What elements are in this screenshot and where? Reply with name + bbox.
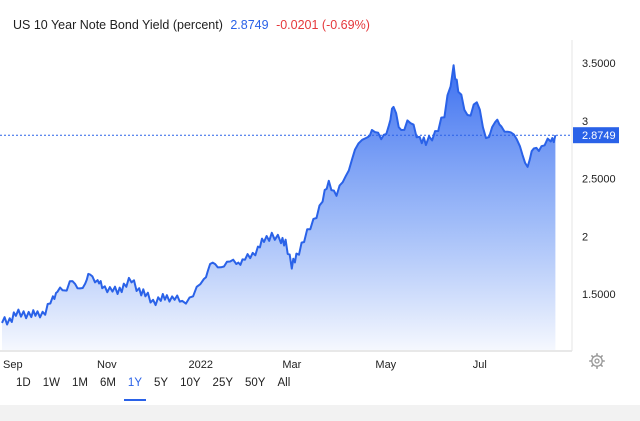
last-value: 2.8749 (230, 18, 269, 32)
y-tick-label: 3 (582, 116, 588, 128)
x-tick-label: Sep (3, 359, 23, 371)
chart-title: US 10 Year Note Bond Yield (percent) (13, 18, 223, 32)
range-selector: 1D 1W 1M 6M 1Y 5Y 10Y 25Y 50Y All (10, 373, 296, 401)
last-value-badge (573, 127, 619, 144)
range-button-1d[interactable]: 1D (16, 377, 31, 389)
yield-chart[interactable]: 1.5000 2 2.5000 3 3.5000 2.8749 Sep Nov 2022 Mar M… (0, 0, 640, 372)
yield-area (2, 65, 556, 351)
range-button-50y[interactable]: 50Y (245, 377, 266, 389)
y-tick-label: 2 (582, 231, 588, 243)
range-button-5y[interactable]: 5Y (154, 377, 169, 389)
x-tick-label: Mar (282, 359, 301, 371)
range-button-1w[interactable]: 1W (42, 377, 60, 389)
range-button-1y[interactable]: 1Y (122, 373, 148, 401)
y-tick-label: 1.5000 (582, 289, 616, 301)
range-button-6m[interactable]: 6M (99, 377, 116, 389)
x-tick-label: 2022 (189, 359, 213, 371)
change-value: -0.0201 (-0.69%) (276, 18, 370, 32)
yield-line[interactable] (1, 64, 557, 326)
range-button-1m[interactable]: 1M (71, 377, 88, 389)
y-tick-label: 3.5000 (582, 58, 616, 70)
range-button-10y[interactable]: 10Y (180, 377, 201, 389)
gear-icon[interactable] (589, 353, 605, 369)
x-tick-label: Jul (473, 359, 487, 371)
range-button-all[interactable]: All (277, 377, 291, 389)
last-value-badge-label: 2.8749 (582, 130, 616, 142)
range-button-25y[interactable]: 25Y (212, 377, 234, 389)
chart-header: US 10 Year Note Bond Yield (percent) 2.8… (13, 18, 370, 32)
y-tick-label: 2.5000 (582, 174, 616, 186)
x-tick-label: Nov (97, 359, 117, 371)
x-tick-label: May (375, 359, 396, 371)
bottom-bar (0, 405, 640, 421)
